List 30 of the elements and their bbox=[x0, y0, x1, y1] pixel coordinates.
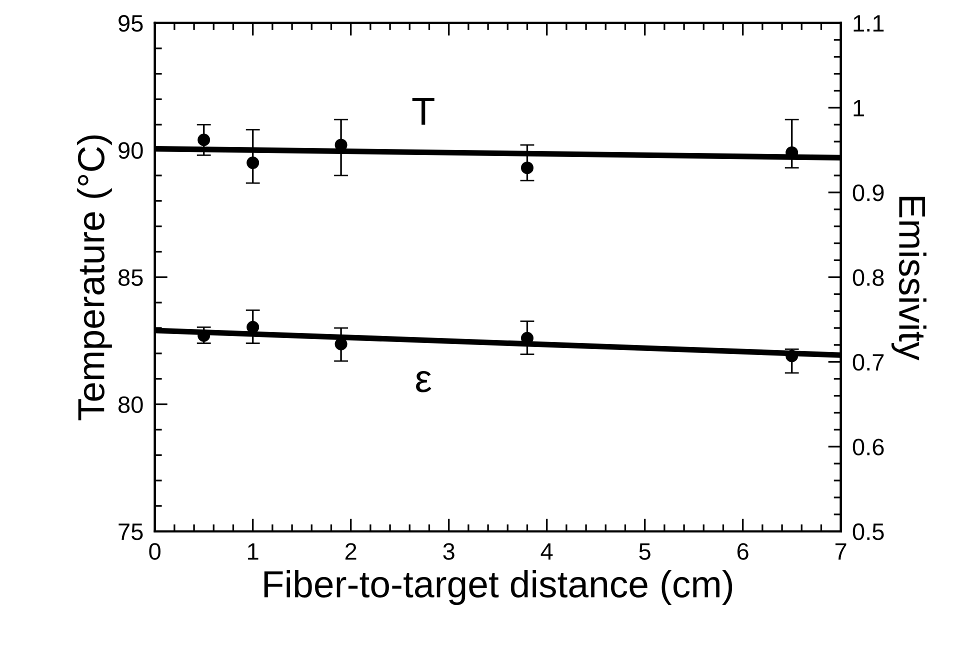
x-tick-label: 2 bbox=[345, 543, 356, 560]
x-tick-label: 3 bbox=[443, 543, 454, 560]
point bbox=[198, 134, 210, 146]
x-tick-label: 5 bbox=[639, 543, 650, 560]
y2-tick-label: 0.7 bbox=[852, 354, 884, 371]
point bbox=[786, 350, 798, 362]
x-tick-label: 4 bbox=[540, 543, 553, 560]
y-tick-label: 95 bbox=[118, 15, 143, 32]
y2-tick-label: 0.9 bbox=[852, 184, 884, 202]
y2-axis-title: Emissivity bbox=[891, 196, 926, 360]
y2-tick-label: 0.5 bbox=[852, 523, 884, 540]
y-tick-label: 80 bbox=[118, 396, 143, 414]
point bbox=[198, 329, 210, 342]
y2-tick-label: 0.8 bbox=[852, 269, 884, 286]
point bbox=[520, 162, 534, 174]
y-axis-title: Temperature (°C) bbox=[76, 135, 112, 420]
x-tick-label: 7 bbox=[835, 543, 846, 560]
y-tick-label: 85 bbox=[118, 269, 143, 286]
y-tick-label: 75 bbox=[118, 524, 143, 540]
x-axis-title: Fiber-to-target distance (cm) bbox=[264, 570, 732, 605]
x-tick-label: 0 bbox=[149, 543, 160, 560]
series-label: T bbox=[412, 98, 434, 125]
x-tick-label: 6 bbox=[737, 543, 748, 560]
y2-tick-label: 0.6 bbox=[852, 438, 884, 456]
series-label: ε bbox=[416, 371, 432, 392]
y2-tick-label: 1.1 bbox=[854, 15, 884, 32]
y-tick-label: 90 bbox=[118, 142, 143, 159]
x-tick-label: 1 bbox=[248, 543, 258, 560]
y2-tick-label: 1 bbox=[854, 100, 864, 116]
point bbox=[246, 156, 260, 170]
